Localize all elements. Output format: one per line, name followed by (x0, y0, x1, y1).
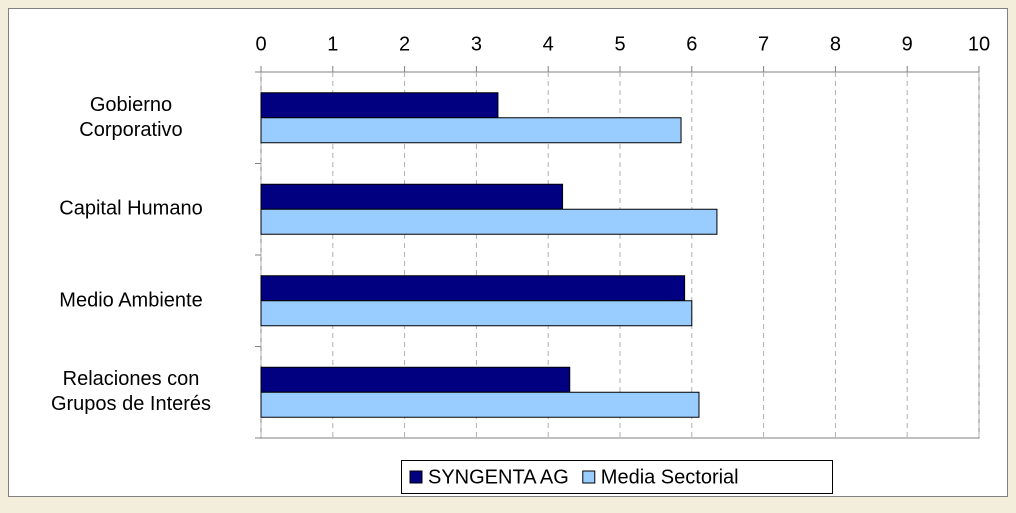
legend-swatch (409, 470, 423, 484)
y-tick-label: Medio Ambiente (59, 289, 203, 312)
x-tick-label: 3 (471, 33, 482, 55)
x-tick-label: 7 (758, 33, 769, 55)
bar (260, 366, 571, 393)
bar (260, 117, 682, 144)
x-tick-label: 9 (902, 33, 913, 55)
x-tick-label: 10 (968, 33, 990, 55)
x-tick-label: 1 (327, 33, 338, 55)
y-tick-label: Relaciones con Grupos de Interés (50, 368, 212, 416)
bar (260, 183, 564, 210)
x-tick-label: 4 (543, 33, 554, 55)
x-tick-label: 2 (399, 33, 410, 55)
legend-label: Media Sectorial (601, 466, 739, 488)
legend-box (401, 460, 833, 494)
chart-area (8, 8, 1008, 497)
x-tick-label: 5 (614, 33, 625, 55)
x-tick-label: 6 (686, 33, 697, 55)
y-tick-label: Gobierno Corporativo (79, 93, 183, 141)
x-tick-label: 8 (830, 33, 841, 55)
x-tick-label: 0 (255, 33, 266, 55)
legend-label: SYNGENTA AG (428, 466, 569, 488)
bar (260, 208, 718, 235)
legend-swatch (582, 470, 596, 484)
bar (260, 92, 499, 119)
bar (260, 300, 693, 327)
bar (260, 391, 700, 418)
bar (260, 275, 686, 302)
y-tick-label: Capital Humano (59, 197, 203, 220)
